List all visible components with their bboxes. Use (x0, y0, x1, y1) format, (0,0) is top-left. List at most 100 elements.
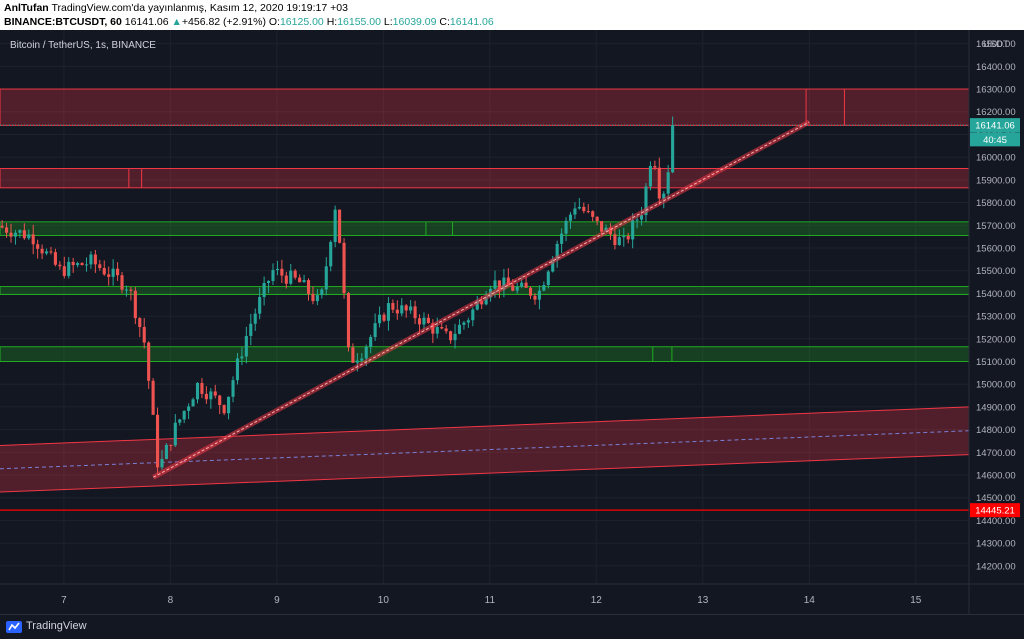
candle-body (84, 264, 89, 266)
candle-body (191, 399, 195, 407)
candle-body (182, 410, 186, 420)
candle-body (351, 347, 355, 363)
candle-body (5, 227, 9, 233)
price-tick-label: 14800.00 (976, 425, 1016, 436)
candle-body (573, 208, 577, 215)
candle-body (533, 295, 537, 300)
price-tick-label: 15100.00 (976, 357, 1016, 368)
low-value: 16039.09 (392, 16, 437, 28)
candle-body (311, 293, 315, 302)
header-line-1: AnlTufan TradingView.com'da yayınlanmış,… (4, 1, 348, 15)
candle-body (493, 280, 497, 289)
candle-body (426, 317, 430, 324)
candle-body (342, 242, 346, 294)
price-label-box (970, 132, 1020, 147)
candle-body (648, 165, 652, 187)
candle-body (0, 225, 4, 228)
time-axis[interactable]: 7 8 9 10 11 12 13 14 15 (61, 595, 922, 606)
candle-body (440, 327, 444, 329)
candle-body (662, 193, 666, 199)
candle-body (378, 314, 382, 324)
candle-body (169, 444, 173, 446)
last-price: 16141.06 (124, 16, 169, 28)
candle-body (444, 328, 448, 332)
candle-body (449, 331, 453, 341)
chart-title: Bitcoin / TetherUS, 1s, BINANCE (10, 40, 156, 51)
price-tick-label: 16500.00 (976, 39, 1016, 50)
candle-body (364, 346, 368, 359)
candle-body (582, 206, 586, 212)
candle-body (9, 232, 13, 237)
candle-body (577, 206, 581, 209)
price-chart[interactable]: Bitcoin / TetherUS, 1s, BINANCE 14200.00… (0, 30, 1024, 614)
channel-bottom-line[interactable] (0, 454, 970, 493)
candle-body (484, 297, 488, 305)
candle-body (27, 234, 31, 239)
candle-body (227, 396, 231, 414)
candle-body (475, 300, 479, 310)
price-tick-label: 15400.00 (976, 289, 1016, 300)
candle-body (409, 306, 413, 311)
candle-body (102, 268, 106, 275)
price-tick-label: 15600.00 (976, 243, 1016, 254)
channel-top-line[interactable] (0, 406, 970, 446)
candle-body (568, 214, 573, 221)
candles (0, 116, 675, 475)
candle-body (120, 275, 124, 290)
candle-body (333, 209, 337, 242)
price-axis[interactable]: 14200.00 14300.00 14400.00 14500.00 14600.00… (976, 39, 1016, 572)
candle-body (133, 290, 137, 319)
tradingview-brand[interactable]: TradingView (26, 620, 87, 632)
candle-body (400, 305, 404, 314)
candle-body (395, 309, 399, 314)
open-label: O: (268, 16, 280, 28)
candle-body (338, 209, 342, 243)
time-tick-label: 8 (168, 595, 174, 606)
price-tick-label: 15500.00 (976, 266, 1016, 277)
overlays (0, 119, 969, 511)
header-line-2: BINANCE:BTCUSDT, 60 16141.06 ▲+456.82 (+… (4, 15, 494, 29)
candle-body (591, 211, 595, 217)
price-tick-label: 15800.00 (976, 198, 1016, 209)
price-tick-label: 14700.00 (976, 448, 1016, 459)
zone-rect[interactable] (0, 286, 970, 296)
candle-body (284, 275, 288, 284)
time-tick-label: 7 (61, 595, 67, 606)
candle-body (462, 322, 466, 325)
zone-rect[interactable] (0, 221, 970, 236)
zone-rect[interactable] (0, 88, 970, 126)
candle-body (502, 277, 506, 290)
zone-rect[interactable] (0, 168, 970, 189)
time-tick-label: 14 (804, 595, 816, 606)
time-tick-label: 15 (910, 595, 922, 606)
candle-body (657, 167, 661, 199)
high-value: 16155.00 (337, 16, 381, 28)
candle-body (18, 230, 22, 233)
candle-body (298, 277, 302, 283)
candle-body (631, 220, 635, 240)
candle-body (320, 289, 324, 296)
candle-body (666, 172, 670, 194)
candle-body (62, 266, 66, 276)
candle-body (218, 395, 222, 406)
candle-body (71, 261, 75, 266)
price-label-text: 14445.21 (975, 506, 1015, 517)
candle-body (600, 221, 604, 232)
published-text: TradingView.com'da yayınlanmış, Kasım 12… (51, 2, 348, 14)
candle-body (391, 303, 395, 310)
candle-body (49, 251, 53, 253)
candle-body (564, 220, 568, 234)
tradingview-logo-icon[interactable] (6, 620, 22, 634)
candle-body (160, 458, 164, 468)
price-label-text: 16141.06 (975, 121, 1015, 132)
candle-body (404, 305, 408, 311)
price-tick-label: 15900.00 (976, 175, 1016, 186)
candle-body (511, 285, 515, 291)
close-value: 16141.06 (449, 16, 494, 28)
candle-body (187, 406, 191, 411)
candle-body (457, 324, 462, 334)
candle-body (635, 219, 639, 221)
zone-rect[interactable] (0, 346, 970, 362)
candle-body (275, 268, 279, 271)
candle-body (36, 244, 40, 249)
